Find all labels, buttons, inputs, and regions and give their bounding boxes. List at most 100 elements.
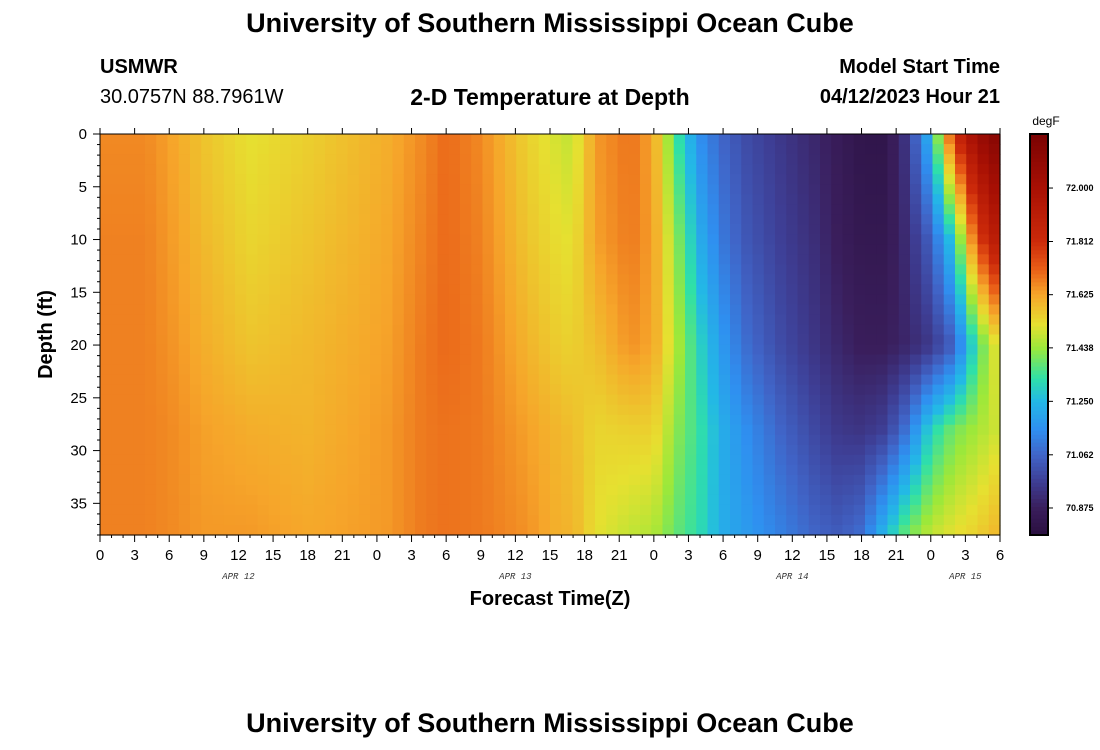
heatmap-cell — [448, 464, 461, 476]
heatmap-cell — [257, 264, 270, 275]
heatmap-cell — [527, 304, 540, 316]
heatmap-cell — [966, 324, 979, 336]
heatmap-cell — [246, 324, 259, 336]
heatmap-cell — [718, 254, 731, 265]
heatmap-cell — [302, 214, 315, 225]
heatmap-cell — [190, 294, 202, 306]
heatmap-cell — [685, 394, 697, 406]
heatmap-cell — [370, 364, 382, 376]
heatmap-cell — [561, 254, 574, 265]
heatmap-cell — [583, 254, 596, 265]
heatmap-cell — [145, 374, 157, 386]
heatmap-cell — [583, 144, 596, 155]
heatmap-cell — [921, 164, 934, 175]
heatmap-cell — [966, 284, 979, 296]
heatmap-cell — [741, 434, 754, 446]
heatmap-cell — [403, 214, 416, 225]
heatmap-cell — [595, 484, 607, 496]
heatmap-cell — [426, 484, 439, 496]
heatmap-cell — [392, 234, 405, 245]
heatmap-cell — [662, 514, 675, 526]
heatmap-cell — [426, 394, 439, 406]
heatmap-cell — [437, 184, 450, 195]
heatmap-cell — [572, 414, 585, 426]
heatmap-cell — [752, 344, 765, 356]
heatmap-cell — [876, 274, 889, 285]
heatmap-cell — [133, 364, 146, 376]
heatmap-cell — [617, 314, 630, 326]
heatmap-cell — [786, 454, 799, 466]
heatmap-cell — [550, 384, 562, 396]
heatmap-cell — [583, 154, 596, 165]
heatmap-cell — [808, 364, 821, 376]
heatmap-cell — [111, 364, 124, 376]
heatmap-cell — [336, 344, 349, 356]
colorbar-segment — [1030, 302, 1048, 308]
heatmap-cell — [257, 204, 270, 215]
heatmap-cell — [673, 184, 686, 195]
heatmap-cell — [921, 174, 934, 185]
heatmap-cell — [808, 394, 821, 406]
heatmap-cell — [628, 364, 641, 376]
heatmap-cell — [291, 374, 304, 386]
heatmap-cell — [651, 144, 664, 155]
heatmap-cell — [831, 434, 844, 446]
heatmap-cell — [302, 304, 315, 316]
heatmap-cell — [741, 324, 754, 336]
heatmap-cell — [392, 494, 405, 506]
heatmap-cell — [392, 504, 405, 516]
heatmap-cell — [235, 454, 247, 466]
heatmap-cell — [696, 234, 709, 245]
colorbar-segment — [1030, 434, 1048, 440]
heatmap-cell — [730, 334, 742, 346]
x-tick-label: 6 — [996, 547, 1004, 564]
heatmap-cell — [471, 264, 484, 275]
heatmap-cell — [932, 244, 945, 255]
heatmap-cell — [527, 374, 540, 386]
x-tick-label: 0 — [96, 547, 104, 564]
heatmap-cell — [291, 464, 304, 476]
heatmap-cell — [955, 264, 967, 275]
heatmap-cell — [223, 454, 236, 466]
heatmap-cell — [853, 144, 866, 155]
heatmap-cell — [651, 494, 664, 506]
heatmap-cell — [707, 194, 720, 205]
heatmap-cell — [325, 364, 337, 376]
heatmap-cell — [865, 264, 877, 275]
heatmap-cell — [853, 204, 866, 215]
heatmap-cell — [921, 284, 934, 296]
heatmap-cell — [482, 134, 495, 145]
heatmap-cell — [280, 254, 292, 265]
heatmap-cell — [358, 344, 371, 356]
heatmap-cell — [966, 424, 979, 436]
heatmap-cell — [111, 504, 124, 516]
heatmap-cell — [955, 434, 967, 446]
heatmap-cell — [628, 514, 641, 526]
heatmap-cell — [190, 234, 202, 245]
heatmap-cell — [583, 484, 596, 496]
heatmap-cell — [437, 154, 450, 165]
heatmap-cell — [820, 364, 832, 376]
heatmap-cell — [122, 384, 135, 396]
heatmap-cell — [381, 434, 394, 446]
heatmap-cell — [280, 244, 292, 255]
heatmap-cell — [426, 334, 439, 346]
heatmap-cell — [291, 194, 304, 205]
heatmap-cell — [673, 174, 686, 185]
heatmap-cell — [291, 404, 304, 416]
heatmap-cell — [392, 374, 405, 386]
heatmap-cell — [370, 454, 382, 466]
heatmap-cell — [336, 374, 349, 386]
heatmap-cell — [572, 344, 585, 356]
heatmap-cell — [572, 304, 585, 316]
x-tick-label: 21 — [888, 547, 905, 564]
heatmap-cell — [921, 314, 934, 326]
heatmap-cell — [156, 224, 169, 235]
heatmap-cell — [133, 494, 146, 506]
heatmap-cell — [516, 164, 529, 175]
heatmap-cell — [651, 164, 664, 175]
heatmap-cell — [932, 134, 945, 145]
heatmap-cell — [167, 454, 180, 466]
heatmap-cell — [718, 494, 731, 506]
heatmap-cell — [752, 364, 765, 376]
